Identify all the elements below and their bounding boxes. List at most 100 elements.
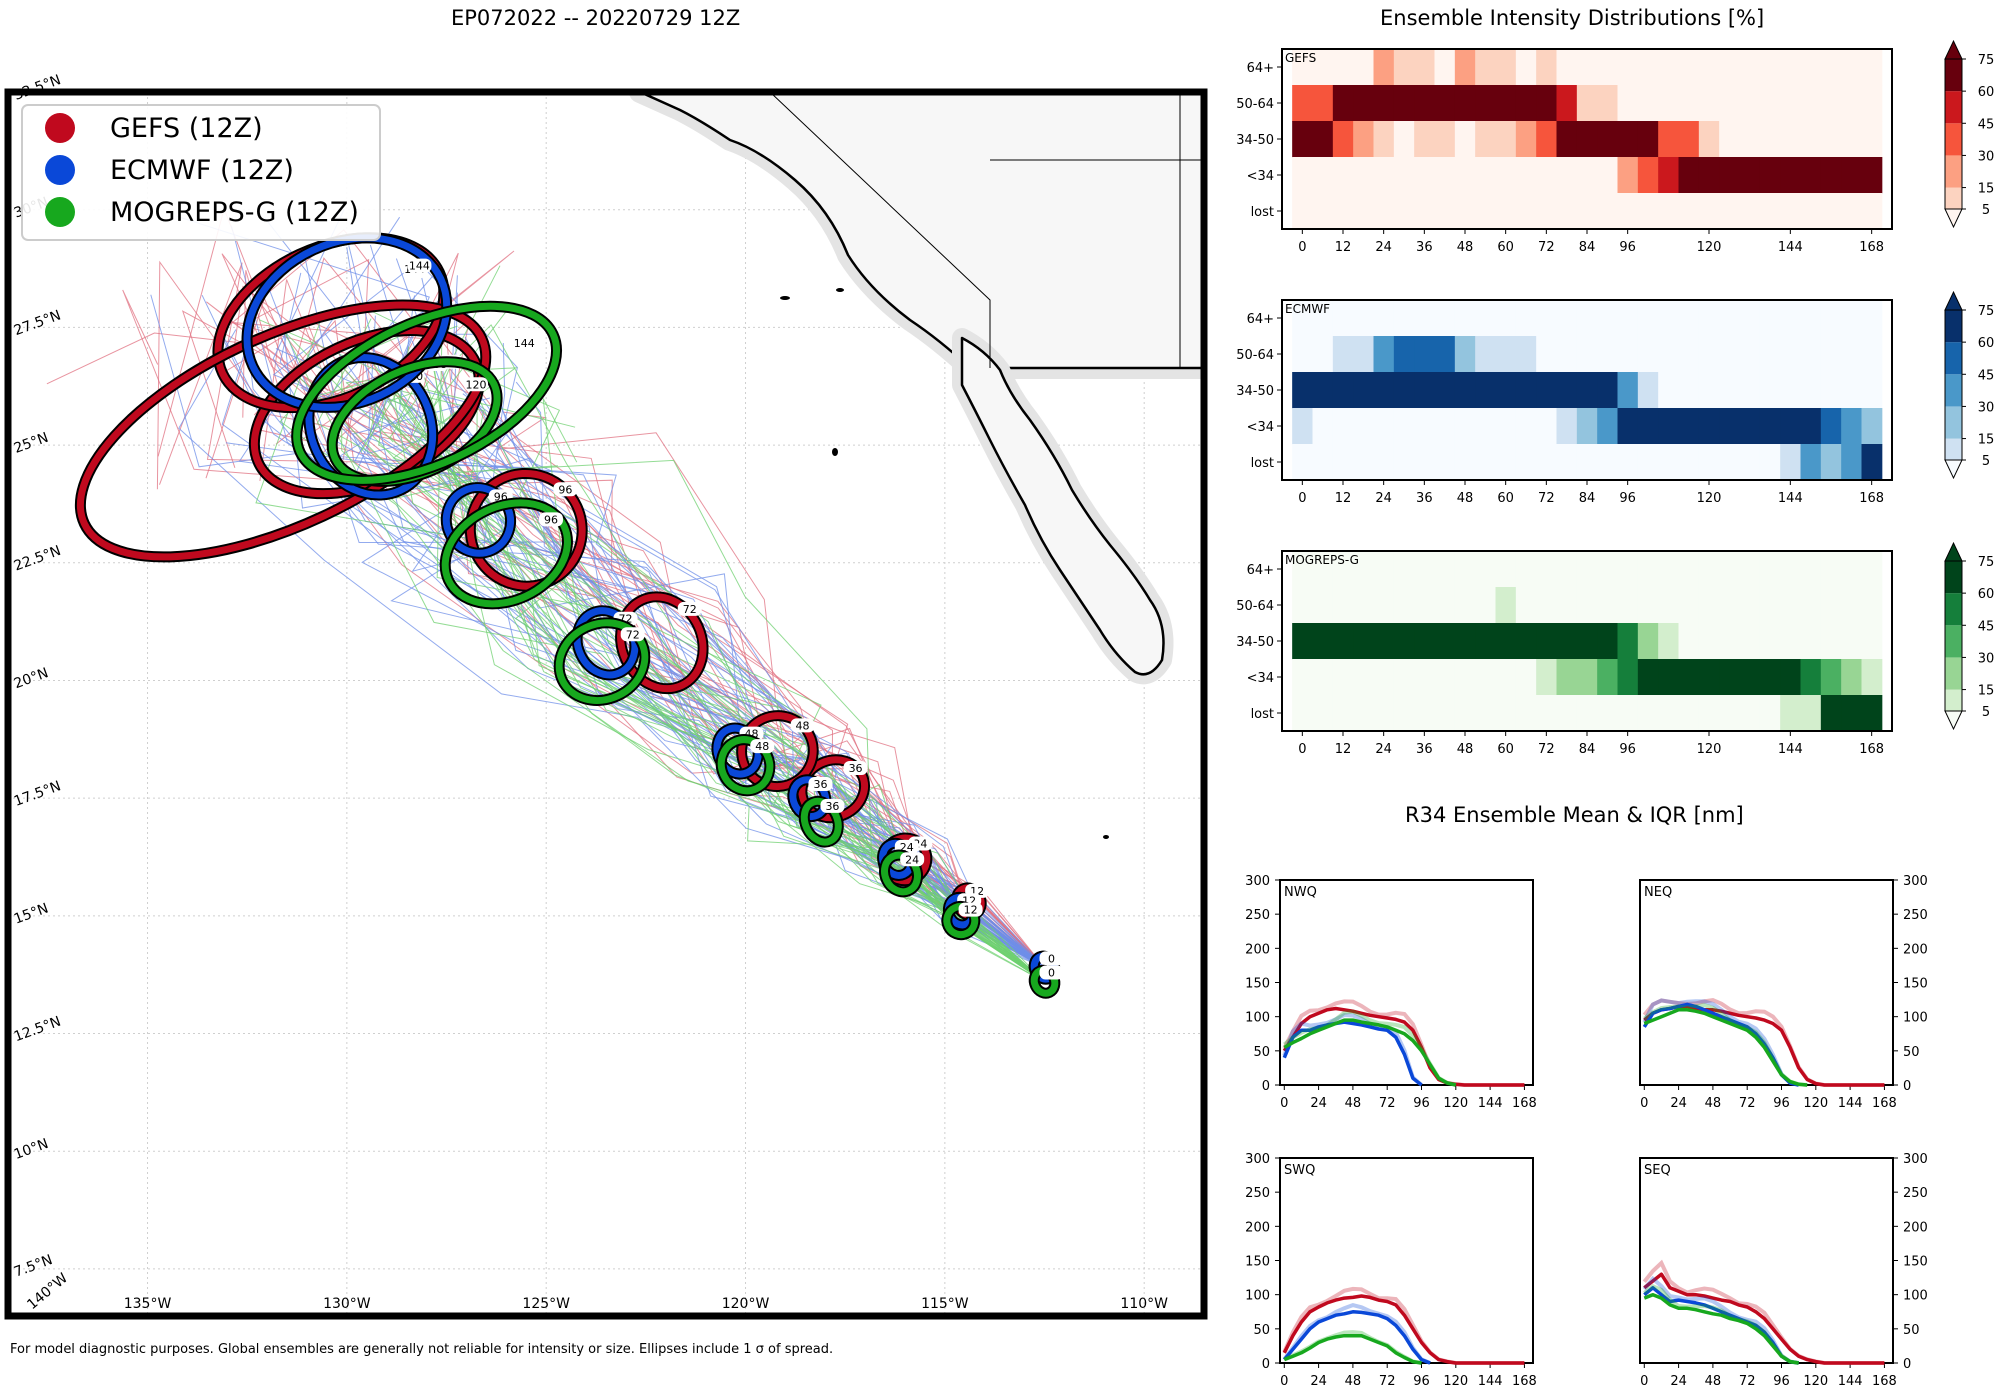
heatmap-cell	[1556, 300, 1578, 337]
heatmap-x-tick: 96	[1619, 491, 1636, 506]
heatmap-cell	[1515, 408, 1537, 445]
heatmap-cell	[1414, 587, 1435, 624]
heatmap-cell	[1373, 300, 1395, 337]
heatmap-cell	[1719, 659, 1740, 696]
heatmap-cell	[1861, 336, 1883, 373]
heatmap-cell	[1332, 85, 1354, 122]
heatmap-cell	[1698, 408, 1720, 445]
heatmap-x-tick: 12	[1335, 491, 1352, 506]
heatmap-cell	[1841, 85, 1862, 122]
heatmap-x-tick: 84	[1579, 240, 1596, 255]
r34-y-tick: 200	[1245, 942, 1270, 957]
r34-y-tick: 100	[1245, 1011, 1270, 1026]
heatmap-row-label: 64+	[1247, 563, 1274, 578]
r34-y-tick: 250	[1903, 908, 1928, 923]
heatmap-cell	[1576, 587, 1598, 624]
heatmap-cell	[1800, 372, 1822, 409]
r34-frame	[1279, 1157, 1534, 1364]
heatmap-x-tick: 24	[1375, 742, 1392, 757]
r34-title: R34 Ensemble Mean & IQR [nm]	[1405, 803, 1744, 827]
heatmap-cell	[1820, 551, 1842, 588]
member-track	[259, 319, 1045, 983]
heatmap-cell	[1597, 300, 1618, 337]
heatmap-cell	[1556, 659, 1578, 696]
r34-mean-line	[1282, 1310, 1431, 1365]
heatmap-cell	[1536, 408, 1557, 445]
r34-x-tick: 120	[1803, 1096, 1828, 1111]
heatmap-cell	[1393, 695, 1415, 732]
heatmap-cell	[1332, 551, 1354, 588]
r34-x-tick: 144	[1478, 1374, 1503, 1389]
heatmap-cell	[1698, 587, 1720, 624]
heatmap-cell	[1475, 372, 1496, 409]
heatmap-cell	[1861, 444, 1883, 481]
heatmap-x-tick: 0	[1298, 491, 1306, 506]
heatmap-cell	[1475, 408, 1496, 445]
r34-x-tick: 96	[1413, 1374, 1430, 1389]
r34-mean-line	[1642, 1002, 1800, 1087]
ellipse-label-bg	[820, 798, 845, 813]
heatmap-cell	[1353, 659, 1374, 696]
heatmap-cell	[1292, 157, 1313, 194]
heatmap-cell	[1617, 121, 1639, 158]
heatmap-cell	[1617, 587, 1639, 624]
r34-y-tick: 300	[1245, 1152, 1270, 1167]
r34-y-tick: 100	[1903, 1011, 1928, 1026]
heatmap-cell	[1454, 444, 1476, 481]
r34-y-tick: 200	[1245, 1220, 1270, 1235]
r34-y-tick: 150	[1245, 1255, 1270, 1270]
colorbar-tick: 75	[1978, 53, 1995, 68]
ellipse-hour-label: 0	[1048, 952, 1055, 965]
heatmap-cell	[1637, 623, 1659, 660]
heatmap-cell	[1414, 49, 1435, 86]
heatmap-cell	[1475, 300, 1496, 337]
heatmap-cell	[1759, 336, 1781, 373]
heatmap-cell	[1454, 408, 1476, 445]
member-track	[301, 342, 1045, 968]
heatmap-cell	[1454, 121, 1476, 158]
heatmap-cell	[1780, 587, 1801, 624]
heatmap-cell	[1536, 336, 1557, 373]
heatmap-cell	[1719, 193, 1740, 230]
heatmap-cell	[1373, 408, 1395, 445]
heatmap-x-tick: 36	[1416, 491, 1433, 506]
lon-tick-label: 135°W	[124, 1296, 172, 1312]
heatmap-x-tick: 144	[1778, 240, 1803, 255]
heatmap-cell	[1658, 85, 1679, 122]
heatmap-cell	[1861, 49, 1883, 86]
heatmap-cell	[1495, 372, 1517, 409]
ellipse-hour-label: 12	[964, 904, 978, 917]
heatmap-cell	[1617, 193, 1639, 230]
r34-x-tick: 120	[1443, 1374, 1468, 1389]
heatmap-cell	[1841, 695, 1862, 732]
heatmap-cell	[1861, 659, 1883, 696]
heatmap-cell	[1373, 695, 1395, 732]
heatmap-cell	[1719, 157, 1740, 194]
colorbar-tick: 30	[1978, 400, 1995, 415]
heatmap-cell	[1637, 157, 1659, 194]
r34-x-tick: 48	[1345, 1374, 1362, 1389]
r34-frame	[1639, 1157, 1894, 1364]
heatmap-cell	[1658, 193, 1679, 230]
heatmap-cell	[1414, 551, 1435, 588]
heatmap-cell	[1332, 300, 1354, 337]
heatmap-x-tick: 0	[1298, 240, 1306, 255]
r34-mean-line	[1643, 1272, 1885, 1365]
heatmap-cell	[1759, 372, 1781, 409]
r34-frame	[1279, 879, 1534, 1086]
heatmap-cell	[1576, 695, 1598, 732]
heatmap-cell	[1719, 551, 1740, 588]
heatmap-cell	[1515, 300, 1537, 337]
heatmap-cell	[1719, 587, 1740, 624]
heatmap-x-tick: 48	[1457, 742, 1474, 757]
heatmap-cell	[1759, 193, 1781, 230]
heatmap-cell	[1780, 623, 1801, 660]
landmass	[629, 92, 1204, 839]
forecast-ellipse: 36	[787, 774, 833, 823]
r34-frame	[1639, 879, 1894, 1086]
island	[1103, 835, 1109, 839]
heatmap-row-label: lost	[1251, 707, 1274, 722]
ellipse-hour-label: 120	[466, 378, 487, 391]
r34-mean-line	[1643, 1286, 1799, 1365]
heatmap-cell	[1678, 49, 1700, 86]
